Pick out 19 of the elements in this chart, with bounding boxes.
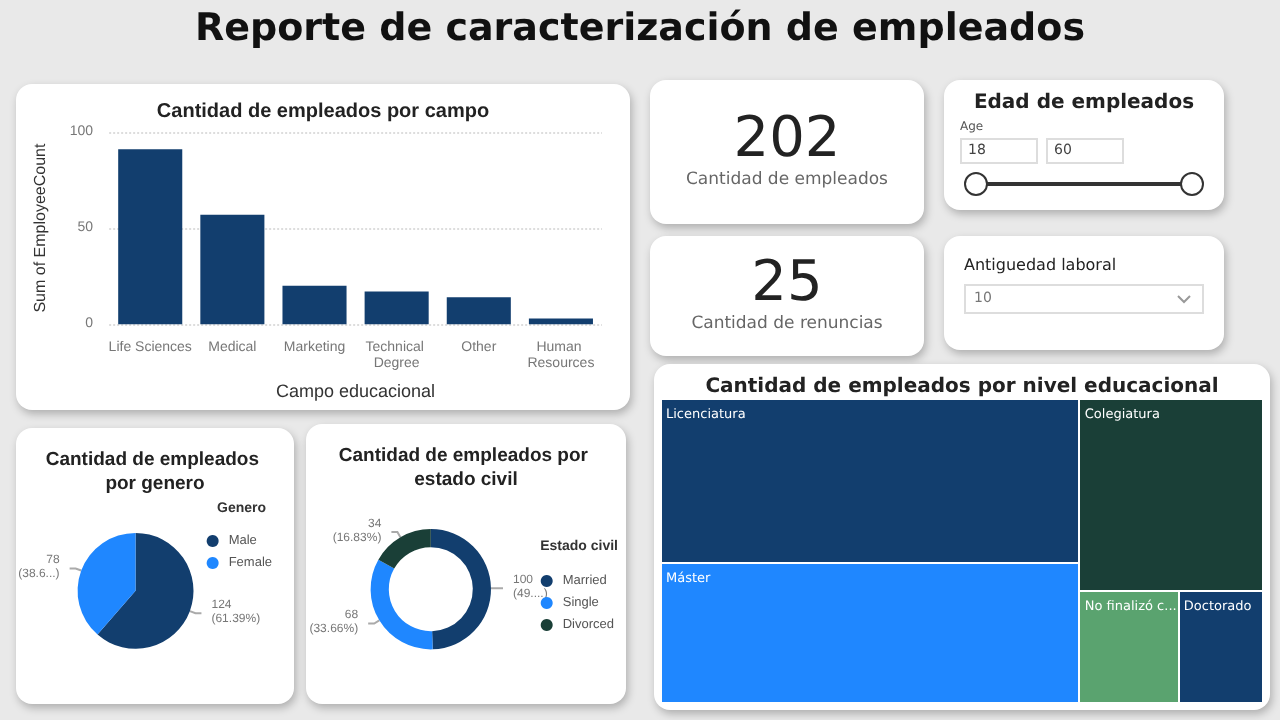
- chart-title: Cantidad de empleados por estado civil: [338, 445, 594, 491]
- chart-title: Cantidad de empleados por genero: [45, 449, 265, 495]
- x-axis-title: Campo educacional: [276, 381, 436, 401]
- bar: [118, 149, 183, 325]
- bar: [282, 285, 347, 325]
- text: Antiguedad laboral: [964, 256, 1119, 274]
- text: 25: [749, 248, 825, 314]
- text: 202: [731, 104, 843, 170]
- bar: [528, 318, 593, 325]
- text: Edad de empleados: [971, 92, 1197, 114]
- y-axis-title: Sum of EmployeeCount: [31, 142, 49, 313]
- text: Reporte de caracterización de empleados: [192, 6, 1088, 50]
- text: Cantidad de renuncias: [689, 314, 885, 334]
- chart-title: Cantidad de empleados por campo: [156, 101, 490, 123]
- bar: [446, 297, 511, 325]
- bar: [200, 214, 265, 325]
- text: Cantidad de empleados: [684, 170, 890, 190]
- text: Cantidad de empleados por nivel educacional: [703, 376, 1221, 398]
- bar: [364, 291, 429, 325]
